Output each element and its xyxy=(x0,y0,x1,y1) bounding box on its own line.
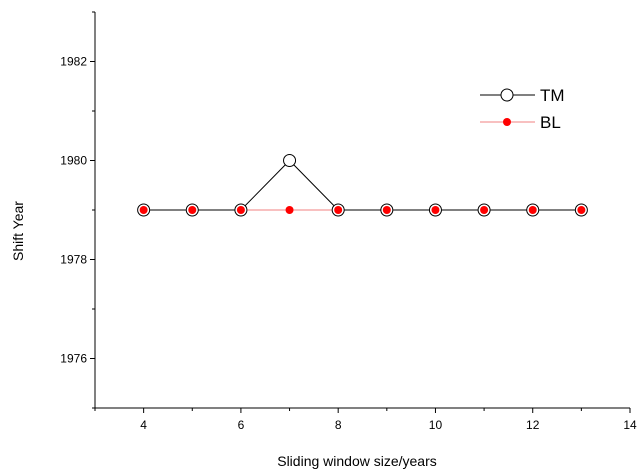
legend-label-bl: BL xyxy=(540,113,561,132)
y-tick-label: 1978 xyxy=(60,253,87,267)
series-layer xyxy=(137,154,588,217)
bl-point xyxy=(577,206,586,214)
x-tick-label: 8 xyxy=(335,418,342,432)
legend-label-tm: TM xyxy=(540,86,565,105)
bl-point xyxy=(431,206,440,214)
y-axis-title: Shift Year xyxy=(10,201,26,261)
x-tick-label: 12 xyxy=(526,418,540,432)
bl-point xyxy=(139,206,148,214)
y-tick-label: 1976 xyxy=(60,352,87,366)
bl-point xyxy=(236,206,245,214)
x-tick-label: 10 xyxy=(429,418,443,432)
bl-point xyxy=(285,206,294,214)
axes: 4 6 8 10 12 14 1976 1978 1980 1982 xyxy=(60,11,637,432)
y-tick-label: 1980 xyxy=(60,154,87,168)
x-tick-label: 4 xyxy=(140,418,147,432)
x-axis-title: Sliding window size/years xyxy=(277,453,437,469)
tm-point xyxy=(283,154,297,167)
bl-point xyxy=(528,206,537,214)
bl-point xyxy=(188,206,197,214)
bl-point xyxy=(382,206,391,214)
bl-point xyxy=(334,206,343,214)
legend-marker-tm xyxy=(500,88,514,102)
x-tick-label: 6 xyxy=(238,418,245,432)
legend-marker-bl xyxy=(503,118,511,126)
bl-point xyxy=(480,206,489,214)
series-line-tm xyxy=(143,159,582,211)
y-tick-label: 1982 xyxy=(60,55,87,69)
legend: TM BL xyxy=(480,86,565,132)
x-tick-label: 14 xyxy=(623,418,637,432)
